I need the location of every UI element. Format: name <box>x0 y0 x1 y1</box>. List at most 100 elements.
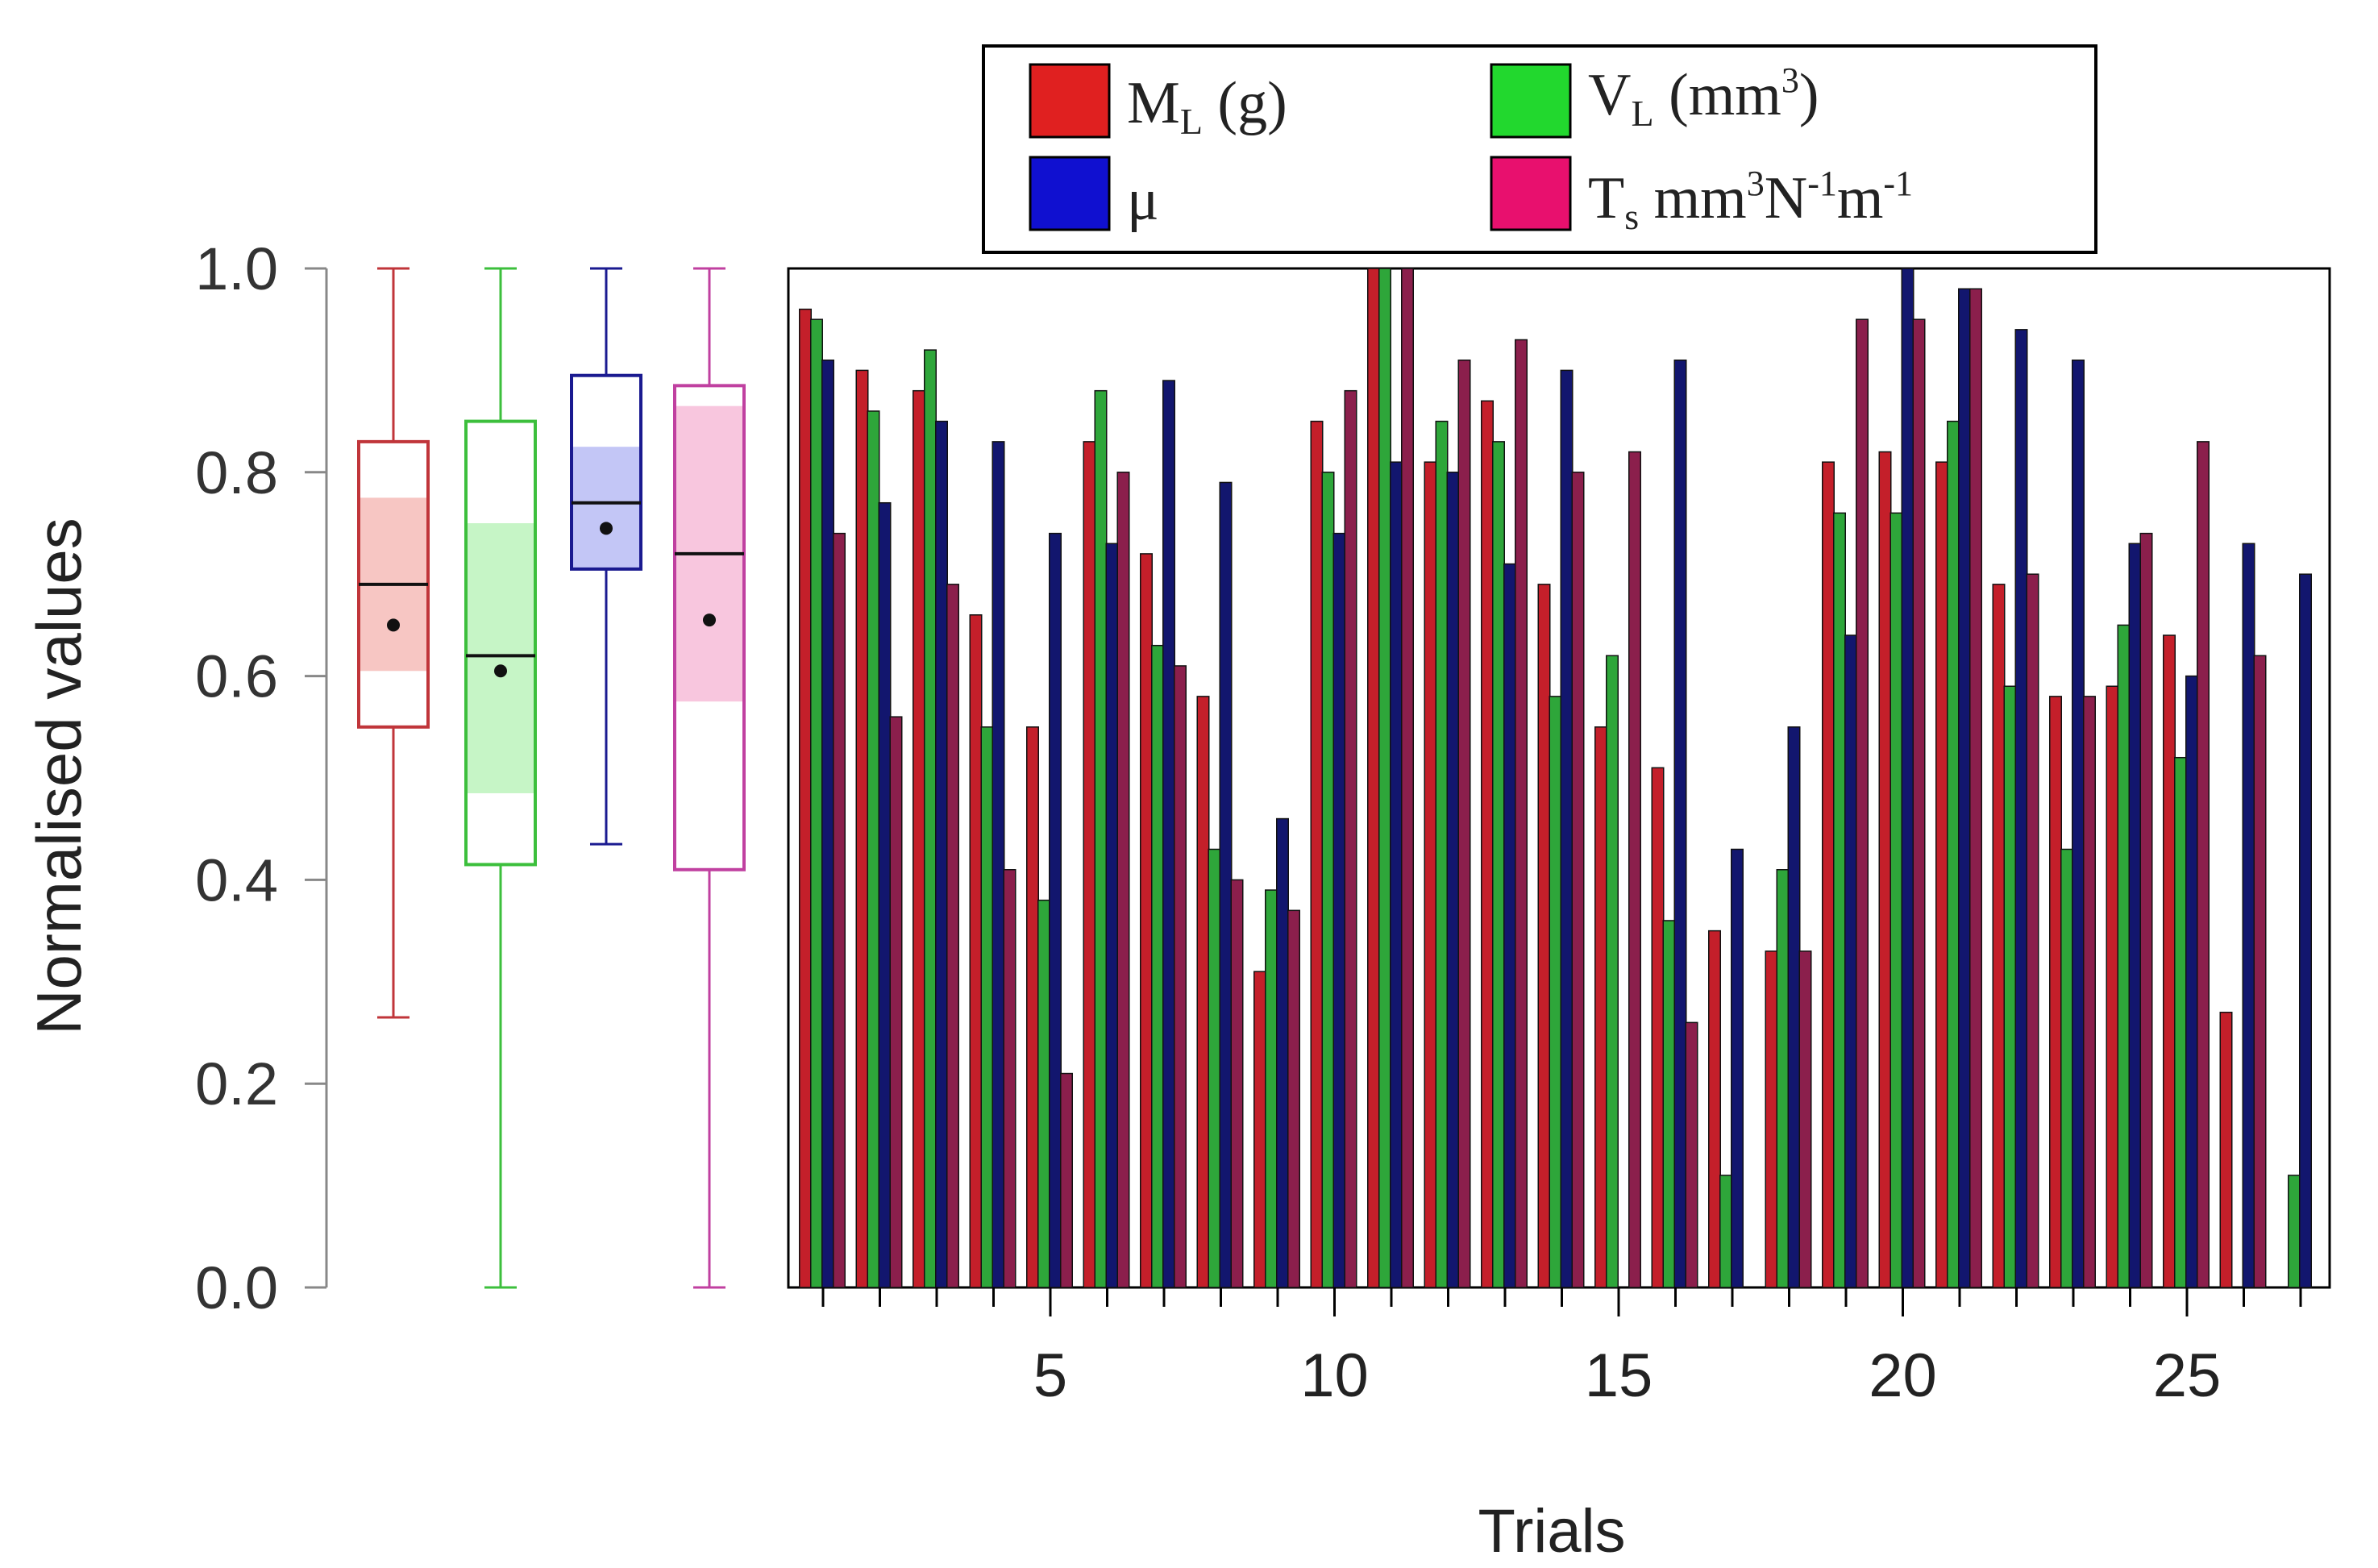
bar-T_s-trial-5 <box>1060 1072 1073 1288</box>
x-tick-label: 10 <box>1300 1341 1369 1410</box>
bar-V_L-trial-17 <box>1719 1175 1732 1288</box>
legend-superscript: -1 <box>1807 164 1837 203</box>
bar-mu-trial-19 <box>1844 634 1857 1288</box>
y-tick-label: 0.2 <box>195 1050 278 1117</box>
bar-chart-bars <box>799 268 2312 1288</box>
bar-mu-trial-20 <box>1901 268 1914 1288</box>
y-tick-label: 0.6 <box>195 643 278 710</box>
bar-mu-trial-23 <box>2072 360 2085 1288</box>
bar-M_L-trial-17 <box>1708 930 1721 1288</box>
bar-M_L-trial-3 <box>913 389 925 1288</box>
box-mean <box>600 522 613 535</box>
bar-M_L-trial-10 <box>1310 420 1324 1288</box>
legend-subscript: L <box>1631 93 1653 134</box>
bar-T_s-trial-23 <box>2083 696 2096 1288</box>
bar-T_s-trial-8 <box>1230 879 1244 1288</box>
bar-mu-trial-5 <box>1049 532 1062 1288</box>
legend-text: ) <box>1799 62 1819 128</box>
x-tick-label: 20 <box>1869 1341 1937 1410</box>
y-tick-label: 0.4 <box>195 846 278 913</box>
box-plot-y-axis: 0.0 0.2 0.4 0.6 0.8 1.0 <box>195 235 328 1321</box>
bar-mu-trial-10 <box>1332 532 1346 1288</box>
bar-M_L-trial-21 <box>1935 461 1948 1288</box>
legend: ML (g) VL (mm3)μ Ts mm3N-1m-1 <box>982 44 2097 254</box>
y-axis-label: Normalised values <box>23 518 94 1035</box>
legend-main: μ <box>1127 167 1159 233</box>
bar-T_s-trial-25 <box>2197 441 2210 1288</box>
bar-M_L-trial-23 <box>2049 696 2062 1288</box>
bar-V_L-trial-22 <box>2003 685 2017 1288</box>
bar-T_s-trial-3 <box>946 584 959 1288</box>
x-tick-label: 25 <box>2153 1341 2222 1410</box>
bar-T_s-trial-15 <box>1628 451 1641 1288</box>
bar-T_s-trial-22 <box>2026 573 2039 1288</box>
legend-superscript: 3 <box>1781 60 1799 100</box>
bar-M_L-trial-8 <box>1196 696 1210 1288</box>
y-tick-label: 0.8 <box>195 439 278 506</box>
legend-item-mu: μ <box>1029 156 1159 233</box>
legend-swatch <box>1490 156 1572 231</box>
bar-mu-trial-22 <box>2014 329 2028 1288</box>
bar-M_L-trial-20 <box>1878 451 1892 1288</box>
bar-M_L-trial-7 <box>1140 553 1153 1288</box>
bar-V_L-trial-8 <box>1208 848 1221 1288</box>
bar-V_L-trial-12 <box>1435 420 1449 1288</box>
bar-V_L-trial-5 <box>1037 899 1050 1288</box>
bar-T_s-trial-26 <box>2253 655 2267 1288</box>
box-outline <box>464 419 537 867</box>
box-T_s <box>673 267 746 1289</box>
box-band <box>572 447 641 569</box>
bar-V_L-trial-10 <box>1321 472 1335 1288</box>
bar-M_L-trial-24 <box>2106 685 2119 1288</box>
bar-mu-trial-14 <box>1560 369 1574 1288</box>
bar-mu-trial-16 <box>1673 360 1687 1288</box>
bar-mu-trial-3 <box>935 420 948 1288</box>
box-plots <box>357 267 746 1289</box>
bar-V_L-trial-20 <box>1890 512 1903 1288</box>
bar-mu-trial-25 <box>2185 675 2198 1288</box>
bar-M_L-trial-14 <box>1537 584 1551 1288</box>
bar-mu-trial-17 <box>1731 848 1744 1288</box>
bar-mu-trial-12 <box>1446 472 1460 1288</box>
legend-main: M <box>1127 70 1180 136</box>
bar-M_L-trial-26 <box>2219 1011 2233 1288</box>
legend-text: m <box>1837 165 1884 231</box>
y-tick-label: 0.0 <box>195 1254 278 1321</box>
bar-V_L-trial-7 <box>1151 644 1164 1288</box>
bar-T_s-trial-10 <box>1344 389 1357 1288</box>
bar-V_L-trial-13 <box>1492 441 1505 1288</box>
bar-T_s-trial-11 <box>1401 268 1414 1288</box>
legend-label: VL (mm3) <box>1588 60 1819 134</box>
bar-V_L-trial-2 <box>867 410 880 1288</box>
bar-M_L-trial-5 <box>1026 726 1039 1288</box>
bar-V_L-trial-19 <box>1833 512 1846 1288</box>
bar-V_L-trial-18 <box>1776 869 1790 1288</box>
bar-mu-trial-4 <box>992 441 1005 1288</box>
bar-T_s-trial-1 <box>833 532 846 1288</box>
legend-label: ML (g) <box>1127 70 1287 142</box>
bar-V_L-trial-23 <box>2060 848 2073 1288</box>
legend-item-T_s: Ts mm3N-1m-1 <box>1490 156 1913 237</box>
bar-mu-trial-18 <box>1787 726 1801 1288</box>
legend-swatch <box>1490 63 1572 139</box>
bar-T_s-trial-2 <box>889 716 903 1288</box>
bar-mu-trial-9 <box>1276 817 1289 1288</box>
bar-V_L-trial-24 <box>2117 624 2131 1288</box>
x-axis-label: Trials <box>1478 1497 1626 1566</box>
legend-text: N <box>1765 165 1807 231</box>
bar-T_s-trial-13 <box>1515 339 1528 1288</box>
bar-V_L-trial-11 <box>1378 268 1391 1288</box>
bar-M_L-trial-11 <box>1367 268 1380 1288</box>
bar-M_L-trial-12 <box>1424 461 1437 1288</box>
bar-M_L-trial-18 <box>1765 950 1778 1288</box>
bar-mu-trial-6 <box>1105 543 1119 1288</box>
bar-M_L-trial-22 <box>1992 584 2006 1288</box>
bar-mu-trial-27 <box>2299 573 2312 1288</box>
bar-T_s-trial-4 <box>1003 869 1016 1288</box>
bar-V_L-trial-25 <box>2174 756 2187 1288</box>
bar-T_s-trial-14 <box>1571 472 1585 1288</box>
bar-T_s-trial-6 <box>1116 472 1130 1288</box>
legend-superscript: 3 <box>1747 164 1765 203</box>
bar-T_s-trial-19 <box>1856 318 1869 1288</box>
